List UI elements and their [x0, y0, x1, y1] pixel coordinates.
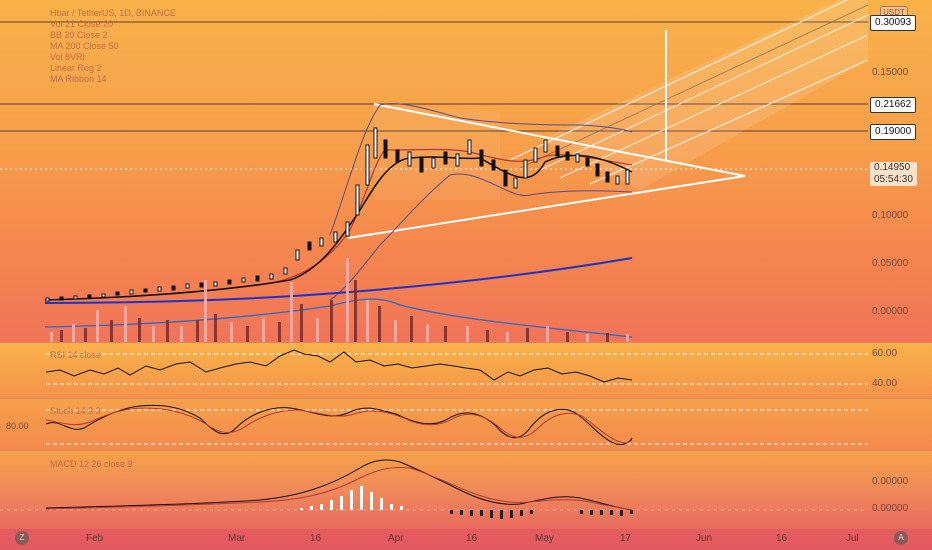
time-label: Apr [388, 533, 404, 544]
time-axis[interactable]: Z Feb Mar 16 Apr 16 May 17 Jun 16 Jul A [0, 528, 932, 550]
legend-line[interactable]: Linear Reg 2 [50, 63, 102, 73]
time-label: Jun [696, 533, 713, 544]
current-price: 0.14950 [874, 162, 911, 173]
stoch-pane[interactable] [0, 398, 932, 451]
price-chart[interactable] [0, 0, 868, 342]
macd-lower-level: 0.00000 [872, 503, 909, 514]
legend-line[interactable]: Vol 21 Close 20 [50, 19, 114, 29]
macd-label[interactable]: MACD 12 26 close 9 [50, 459, 133, 469]
ma-black [44, 154, 633, 301]
zoom-button[interactable]: Z [15, 531, 29, 545]
regression-channel [509, 0, 868, 190]
rsi-label[interactable]: RSI 14 close [50, 350, 102, 360]
price-label: 0.15000 [872, 67, 909, 78]
price-tag-021662: 0.21662 [870, 97, 917, 113]
current-price-tag: 0.14950 05:54:30 [870, 162, 917, 186]
triangle-pattern [347, 103, 746, 239]
bb-lower [329, 173, 633, 301]
volume-bars [50, 258, 629, 342]
price-tag-019000: 0.19000 [870, 124, 917, 140]
time-label: 16 [466, 533, 478, 544]
macd-pane[interactable] [0, 450, 932, 529]
time-label: Jul [846, 533, 859, 544]
legend-line[interactable]: Vol 8VRI [50, 52, 86, 62]
time-label: Mar [228, 533, 246, 544]
price-label: 0.00000 [872, 306, 909, 317]
bar-countdown: 05:54:30 [874, 174, 913, 185]
time-label: 16 [310, 533, 322, 544]
volume-ma [44, 298, 633, 338]
price-label: 0.10000 [872, 210, 909, 221]
candlesticks [45, 127, 630, 302]
rsi-pane[interactable] [0, 342, 932, 399]
rsi-upper-level: 60.00 [872, 348, 898, 359]
macd-histogram [300, 486, 633, 519]
ma-red [44, 148, 633, 301]
macd-chart [0, 459, 868, 519]
legend-line[interactable]: Hbar / TetherUS, 1D, BINANCE [50, 8, 176, 18]
rsi-line-chart [45, 349, 868, 385]
time-label: 16 [776, 533, 788, 544]
rsi-lower-level: 40.00 [872, 378, 898, 389]
time-label: May [535, 533, 554, 544]
ma-200 [44, 257, 633, 304]
stoch-line-chart [45, 404, 868, 445]
stoch-level-left: 80.00 [6, 421, 29, 431]
indicator-legend: Hbar / TetherUS, 1D, BINANCE Vol 21 Clos… [50, 8, 176, 85]
legend-line[interactable]: MA 200 Close 50 [50, 41, 119, 51]
bb-upper [329, 103, 633, 236]
price-label: 0.05000 [872, 258, 909, 269]
macd-upper-level: 0.00000 [872, 476, 909, 487]
legend-line[interactable]: MA Ribbon 14 [50, 74, 107, 84]
auto-scale-button[interactable]: A [894, 531, 908, 545]
time-label: Feb [86, 533, 104, 544]
stoch-label[interactable]: Stoch 14 3 3 [50, 406, 101, 416]
time-label: 17 [620, 533, 632, 544]
legend-line[interactable]: BB 20 Close 2 [50, 30, 108, 40]
price-tag-030093: 0.30093 [870, 15, 917, 31]
